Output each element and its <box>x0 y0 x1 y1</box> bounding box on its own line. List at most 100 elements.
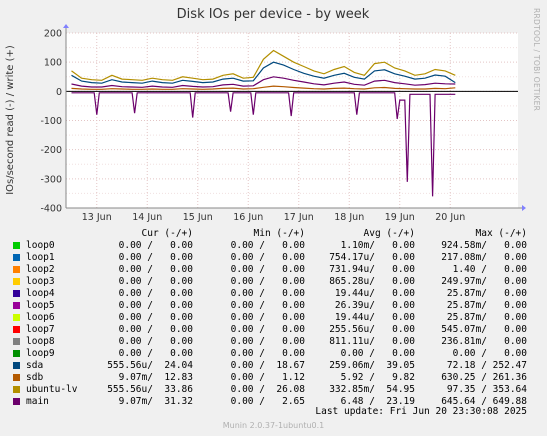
legend-header: Cur (-/+) Min (-/+) Avg (-/+) Max (-/+) <box>0 228 547 240</box>
legend-value-cur: 0.00 / 0.00 <box>118 252 193 263</box>
legend-value-max: 217.08m/ 0.00 <box>441 252 527 263</box>
legend-value-min: 0.00 / 0.00 <box>230 240 305 251</box>
legend-value-cur: 0.00 / 0.00 <box>118 324 193 335</box>
series-line <box>71 76 456 88</box>
legend-value-cur: 0.00 / 0.00 <box>118 312 193 323</box>
legend-row: ubuntu-lv 555.56u/ 33.86 0.00 / 26.08 332.8… <box>0 384 547 396</box>
y-tick-label: -100 <box>40 116 62 127</box>
legend-value-cur: 555.56u/ 24.04 <box>107 360 193 371</box>
legend-value-min: 0.00 / 1.12 <box>230 372 305 383</box>
x-tick-label: 18 Jun <box>334 212 364 223</box>
legend-value-cur: 0.00 / 0.00 <box>118 336 193 347</box>
legend-series-name: loop4 <box>26 288 55 299</box>
y-tick-label: -200 <box>40 145 62 156</box>
legend-value-max: 924.58m/ 0.00 <box>441 240 527 251</box>
legend-row: main 9.07m/ 31.32 0.00 / 2.65 6.48 / 23.19 6… <box>0 396 547 408</box>
y-tick-label: 0 <box>56 87 62 98</box>
legend-value-cur: 555.56u/ 33.86 <box>107 384 193 395</box>
legend-row: loop9 0.00 / 0.00 0.00 / 0.00 0.00 / 0.00 0.… <box>0 348 547 360</box>
y-axis-label: IOs/second read (-) / write (+) <box>5 45 16 195</box>
legend-series-name: ubuntu-lv <box>26 384 78 395</box>
legend-series-name: loop8 <box>26 336 55 347</box>
legend-value-cur: 9.07m/ 31.32 <box>118 396 193 407</box>
legend-value-max: 249.97m/ 0.00 <box>441 276 527 287</box>
legend-value-min: 0.00 / 0.00 <box>230 252 305 263</box>
y-tick-label: 200 <box>44 29 62 40</box>
legend-value-max: 545.07m/ 0.00 <box>441 324 527 335</box>
legend-swatch <box>13 254 20 261</box>
y-tick-label: -300 <box>40 174 62 185</box>
legend-swatch <box>13 362 20 369</box>
legend-series-name: loop1 <box>26 252 55 263</box>
legend-series-name: loop9 <box>26 348 55 359</box>
x-tick-label: 19 Jun <box>385 212 415 223</box>
legend-value-cur: 0.00 / 0.00 <box>118 288 193 299</box>
legend-value-max: 72.18 / 252.47 <box>446 360 527 371</box>
legend-value-max: 97.35 / 353.64 <box>446 384 527 395</box>
legend-swatch <box>13 314 20 321</box>
legend-value-avg: 332.85m/ 54.95 <box>329 384 415 395</box>
legend-value-max: 25.87m/ 0.00 <box>446 300 527 311</box>
legend-header-cur: Cur (-/+) <box>141 228 193 239</box>
legend-value-max: 0.00 / 0.00 <box>452 348 527 359</box>
x-tick-label: 14 Jun <box>132 212 162 223</box>
series-line <box>71 49 456 81</box>
legend-row: loop8 0.00 / 0.00 0.00 / 0.00 811.11u/ 0.00… <box>0 336 547 348</box>
legend-header-avg: Avg (-/+) <box>363 228 415 239</box>
legend-swatch <box>13 350 20 357</box>
legend-value-max: 630.25 / 261.36 <box>441 372 527 383</box>
legend-swatch <box>13 398 20 405</box>
legend-value-min: 0.00 / 26.08 <box>230 384 305 395</box>
legend-swatch <box>13 386 20 393</box>
legend-value-avg: 26.39u/ 0.00 <box>334 300 415 311</box>
legend-value-min: 0.00 / 0.00 <box>230 276 305 287</box>
legend-value-avg: 5.92 / 9.82 <box>340 372 415 383</box>
x-tick-label: 16 Jun <box>233 212 263 223</box>
legend-value-cur: 0.00 / 0.00 <box>118 348 193 359</box>
legend-swatch <box>13 290 20 297</box>
legend-swatch <box>13 242 20 249</box>
legend-value-avg: 1.10m/ 0.00 <box>340 240 415 251</box>
legend-row: loop0 0.00 / 0.00 0.00 / 0.00 1.10m/ 0.00 92… <box>0 240 547 252</box>
legend-value-avg: 19.44u/ 0.00 <box>334 312 415 323</box>
legend-value-max: 645.64 / 649.88 <box>441 396 527 407</box>
series-line <box>71 85 456 90</box>
x-axis-arrow <box>522 205 526 211</box>
legend-swatch <box>13 302 20 309</box>
legend-value-avg: 731.94u/ 0.00 <box>329 264 415 275</box>
legend-series-name: loop5 <box>26 300 55 311</box>
legend-value-min: 0.00 / 0.00 <box>230 348 305 359</box>
legend-row: sda 555.56u/ 24.04 0.00 / 18.67 259.06m/ 39… <box>0 360 547 372</box>
legend-value-cur: 9.07m/ 12.83 <box>118 372 193 383</box>
legend-value-avg: 754.17u/ 0.00 <box>329 252 415 263</box>
legend-row: loop2 0.00 / 0.00 0.00 / 0.00 731.94u/ 0.00… <box>0 264 547 276</box>
footer: Munin 2.0.37-1ubuntu0.1 <box>222 421 325 430</box>
legend-swatch <box>13 278 20 285</box>
legend-value-min: 0.00 / 0.00 <box>230 288 305 299</box>
legend-series-name: loop2 <box>26 264 55 275</box>
legend-row: sdb 9.07m/ 12.83 0.00 / 1.12 5.92 / 9.82 630… <box>0 372 547 384</box>
legend-value-cur: 0.00 / 0.00 <box>118 240 193 251</box>
legend-value-avg: 811.11u/ 0.00 <box>329 336 415 347</box>
rrdtool-credit: RRDTOOL / TOBI OETIKER <box>532 8 541 112</box>
legend-value-min: 0.00 / 18.67 <box>230 360 305 371</box>
legend-value-min: 0.00 / 0.00 <box>230 300 305 311</box>
chart: Disk IOs per device - by week IOs/second… <box>5 7 526 223</box>
plot-area: -400 -300 -200 -100 0 100 200 13 Jun 14 Jun 15 Ju… <box>40 24 526 223</box>
legend-row: loop1 0.00 / 0.00 0.00 / 0.00 754.17u/ 0.00… <box>0 252 547 264</box>
legend-row: loop6 0.00 / 0.00 0.00 / 0.00 19.44u/ 0.00 2… <box>0 312 547 324</box>
legend-value-avg: 255.56u/ 0.00 <box>329 324 415 335</box>
legend-value-min: 0.00 / 0.00 <box>230 336 305 347</box>
legend-row: loop3 0.00 / 0.00 0.00 / 0.00 865.28u/ 0.00… <box>0 276 547 288</box>
legend-value-max: 236.81m/ 0.00 <box>441 336 527 347</box>
series-line <box>71 61 456 84</box>
legend-value-cur: 0.00 / 0.00 <box>118 276 193 287</box>
legend-series-name: loop6 <box>26 312 55 323</box>
legend-swatch <box>13 326 20 333</box>
legend-swatch <box>13 374 20 381</box>
x-tick-label: 13 Jun <box>82 212 112 223</box>
legend-header-min: Min (-/+) <box>253 228 305 239</box>
y-tick-label: -400 <box>40 204 62 215</box>
x-tick-label: 15 Jun <box>183 212 213 223</box>
legend-series-name: loop3 <box>26 276 55 287</box>
